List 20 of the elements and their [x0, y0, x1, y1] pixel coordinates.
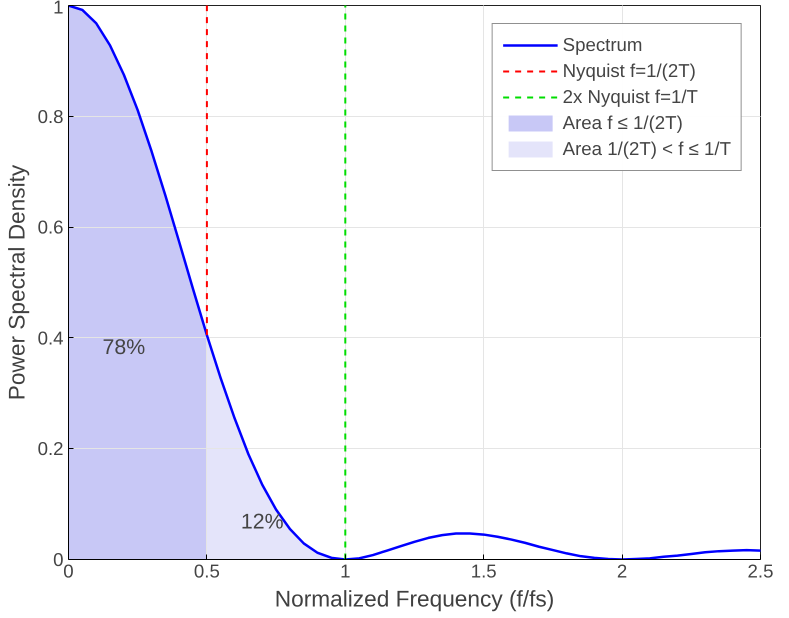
x-tick-label: 2: [616, 560, 628, 582]
y-tick-label: 0.6: [38, 216, 64, 238]
line-series: [68, 6, 760, 560]
legend-label: 2x Nyquist f=1/T: [562, 86, 698, 108]
x-axis-title: Normalized Frequency (f/fs): [274, 586, 554, 612]
y-tick-label: 0.4: [38, 327, 64, 348]
x-tick-label: 1: [340, 560, 351, 582]
legend-label: Area 1/(2T) < f ≤ 1/T: [562, 138, 731, 160]
y-tick-label: 0.2: [38, 438, 64, 460]
y-axis-title: Power Spectral Density: [4, 164, 30, 400]
legend-label: Spectrum: [562, 34, 642, 56]
x-tick-label: 1.5: [470, 560, 497, 582]
y-tick-label: 1: [53, 0, 64, 18]
annotation: 12%: [240, 510, 284, 534]
legend-label: Area f ≤ 1/(2T): [562, 112, 683, 134]
y-tick-label: 0.8: [38, 106, 64, 127]
x-tick-label: 0.5: [194, 560, 220, 582]
annotation: 78%: [102, 335, 146, 360]
x-tick-label: 2.5: [748, 560, 774, 582]
legend-label: Nyquist f=1/(2T): [562, 60, 696, 82]
